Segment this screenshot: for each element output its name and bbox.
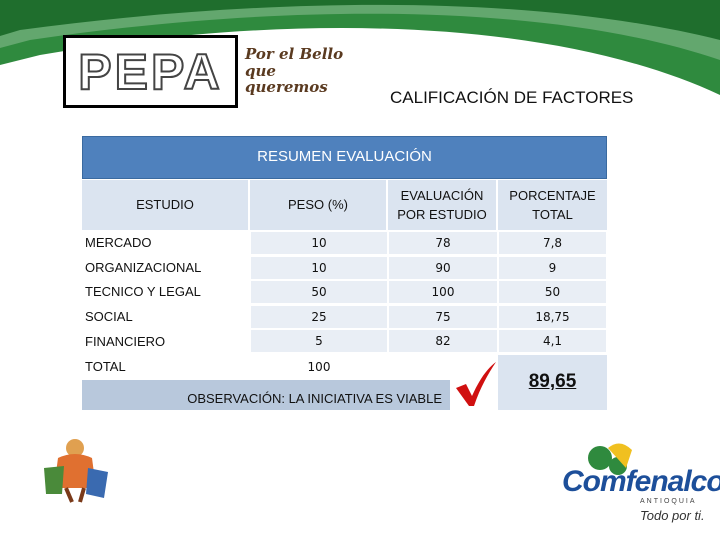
total-weight: 100 <box>307 360 331 374</box>
table-cell: 10 <box>250 231 388 255</box>
table-cell: 100 <box>388 280 498 305</box>
top-swoosh <box>0 0 720 95</box>
column-header: PORCENTAJE TOTAL <box>498 180 607 230</box>
table-cell: 90 <box>388 255 498 280</box>
checkmark-icon <box>456 362 496 406</box>
row-label: SOCIAL <box>82 304 250 329</box>
table-cell: 5 <box>250 329 388 354</box>
table-cell: 4,1 <box>498 329 607 354</box>
observation: OBSERVACIÓN: LA INICIATIVA ES VIABLE <box>82 380 450 410</box>
table-title: RESUMEN EVALUACIÓN <box>82 136 607 179</box>
row-label: TOTAL <box>82 355 250 379</box>
mascot-illustration <box>44 439 108 503</box>
table-cell: 25 <box>250 304 388 329</box>
table-cell: 9 <box>498 255 607 280</box>
brand-region: ANTIOQUIA <box>640 498 697 505</box>
slogan-logo: Por el Bello que queremos <box>245 45 344 96</box>
table-cell: 50 <box>250 280 388 305</box>
page-title: CALIFICACIÓN DE FACTORES <box>390 88 634 107</box>
table-cell: 78 <box>388 231 498 255</box>
row-label: TECNICO Y LEGAL <box>82 280 250 305</box>
comfenalco-icon <box>588 443 632 475</box>
row-label: FINANCIERO <box>82 329 250 354</box>
column-header: PESO (%) <box>250 180 388 230</box>
table-cell: 18,75 <box>498 304 607 329</box>
table-cell: 75 <box>388 304 498 329</box>
table-cell: 10 <box>250 255 388 280</box>
table-cell: 7,8 <box>498 231 607 255</box>
column-header: EVALUACIÓN POR ESTUDIO <box>388 180 498 230</box>
pepa-logo: PEPA <box>77 43 223 101</box>
table-cell: 82 <box>388 329 498 354</box>
row-label: ORGANIZACIONAL <box>82 255 250 280</box>
total-score: 89,65 <box>498 355 607 410</box>
table-cell: 50 <box>498 280 607 305</box>
comfenalco-logo: Comfenalco <box>562 465 720 498</box>
row-label: MERCADO <box>82 231 250 255</box>
pepa-box: PEPA <box>63 35 238 108</box>
column-header: ESTUDIO <box>82 180 250 230</box>
brand-tagline: Todo por ti. <box>640 508 705 523</box>
